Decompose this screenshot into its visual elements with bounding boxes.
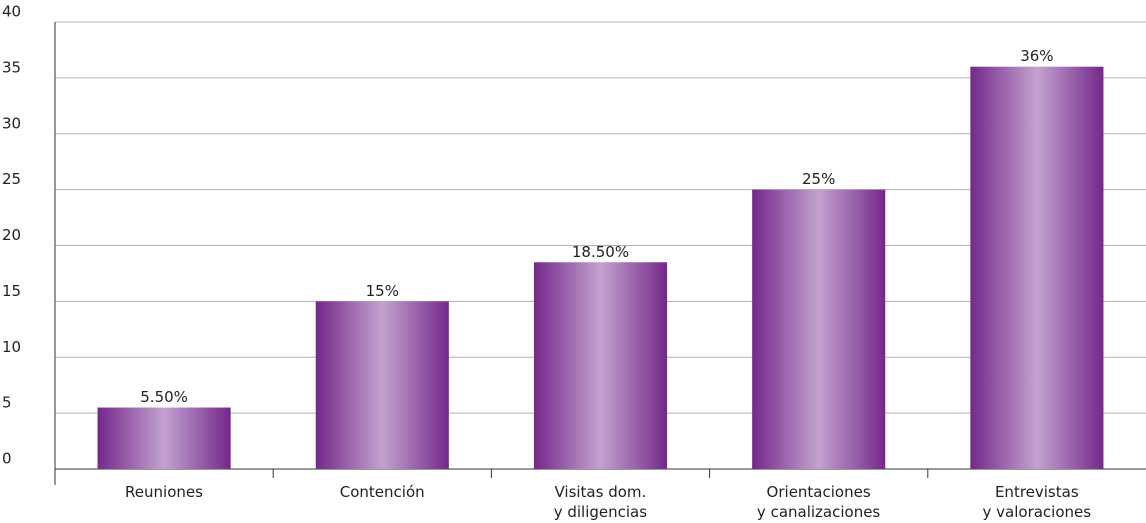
bar <box>315 301 449 469</box>
bar <box>533 262 668 469</box>
bar <box>97 407 231 469</box>
y-tick-label: 10 <box>2 338 21 356</box>
y-tick-label: 15 <box>2 282 21 300</box>
x-tick-label: Entrevistas y valoraciones <box>982 483 1092 521</box>
x-tick-label: Reuniones <box>125 483 203 501</box>
value-label: 18.50% <box>572 243 629 261</box>
x-tick-label: Visitas dom. y diligencias <box>553 483 648 521</box>
value-label: 5.50% <box>140 388 188 406</box>
bar <box>752 189 886 469</box>
x-tick-label: Orientaciones y canalizaciones <box>756 483 881 521</box>
value-label: 25% <box>802 170 835 188</box>
y-tick-label: 25 <box>2 170 21 188</box>
y-tick-label: 30 <box>2 114 21 132</box>
y-tick-label: 5 <box>2 394 12 412</box>
value-label: 36% <box>1020 47 1053 65</box>
x-tick-label: Contención <box>339 483 425 501</box>
y-tick-label: 35 <box>2 58 21 76</box>
bar <box>970 66 1104 469</box>
value-label: 15% <box>366 282 399 300</box>
y-tick-label: 20 <box>2 226 21 244</box>
y-tick-label: 40 <box>2 3 21 21</box>
y-tick-label: 0 <box>2 450 12 468</box>
